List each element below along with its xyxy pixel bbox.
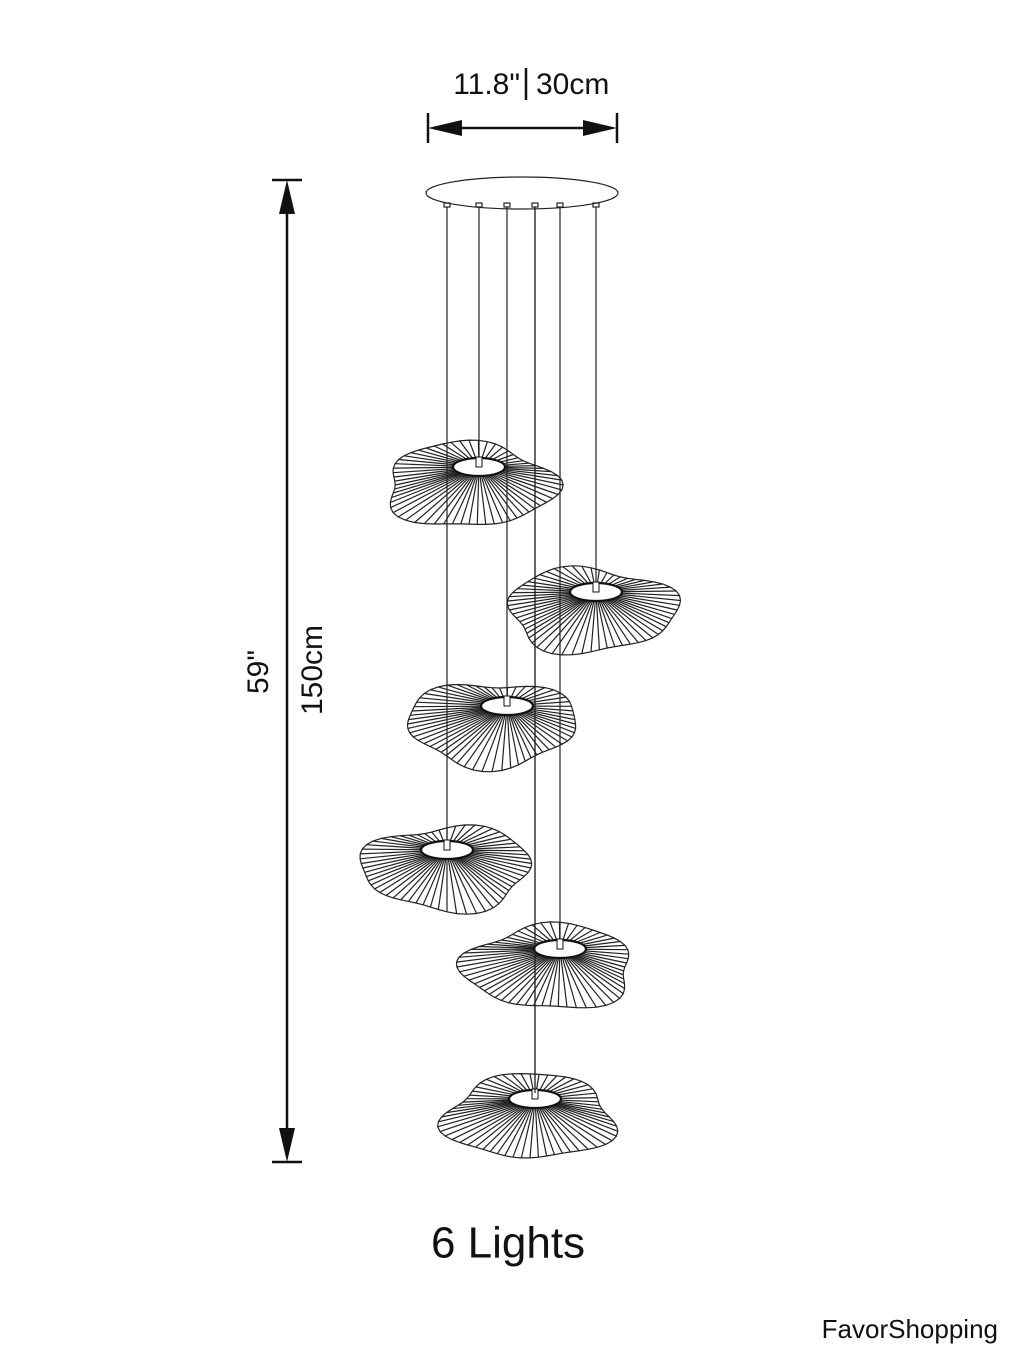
shade-socket [592,581,600,593]
shade-rib [446,849,487,912]
lamp-drawing [359,176,682,1159]
width-cm: 30cm [536,68,609,101]
brand: FavorShopping [822,1314,998,1344]
shade-rib [446,849,468,915]
shade-socket [475,456,483,468]
shade-rib [543,591,597,652]
height-inches: 59" [242,650,275,694]
shade-rib [501,705,508,771]
shade-rib [446,849,478,914]
shade-rib [571,591,597,656]
wire-clip [531,202,539,208]
dimension-lines [272,68,619,1164]
caption: 6 Lights [431,1219,585,1268]
wire-clip [475,202,483,208]
shade-socket [556,938,564,950]
shade-rib [481,705,508,772]
wire-clip [556,202,564,208]
wire-clip [503,202,511,208]
shade-rib [506,705,512,769]
height-cm: 150cm [296,625,329,715]
shade-socket [503,695,511,707]
shade-socket [443,839,451,851]
canopy [425,176,619,210]
shade-rib [581,591,597,654]
shade-rib [463,705,508,768]
shade-rib [561,591,597,656]
shade-rib [551,591,597,655]
width-inches: 11.8" [453,68,520,101]
shade-rib [446,849,458,914]
shade-rib [471,705,508,771]
shade-rib [491,705,508,772]
